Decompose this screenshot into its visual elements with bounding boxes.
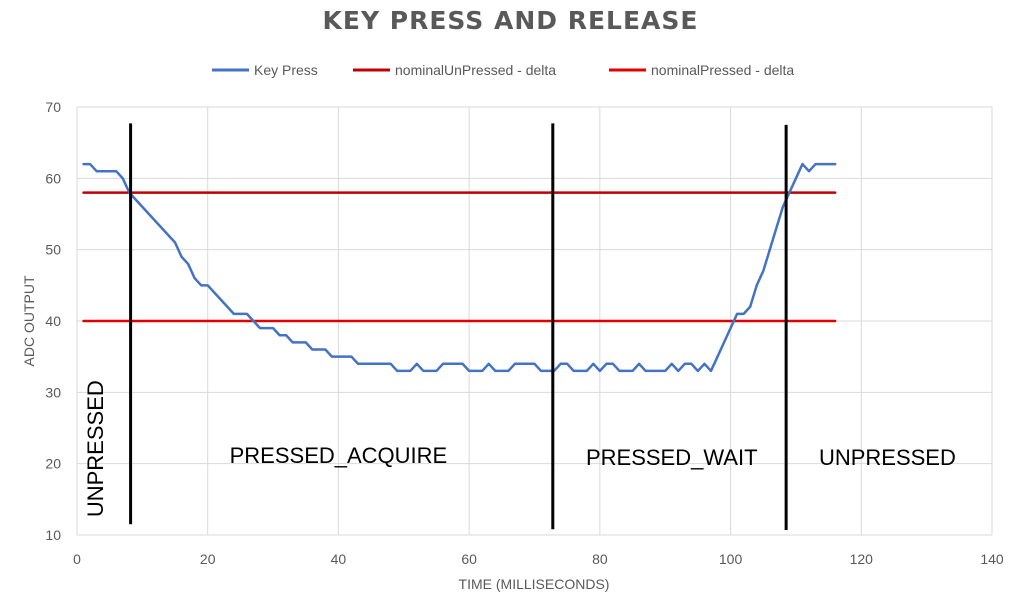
region-label: PRESSED_WAIT — [586, 445, 758, 470]
region-label: UNPRESSED — [819, 445, 956, 470]
region-label: UNPRESSED — [83, 380, 108, 517]
reference-lines — [82, 191, 837, 323]
legend-label: Key Press — [254, 62, 318, 78]
state-markers — [129, 123, 788, 531]
annotations: UNPRESSED PRESSED_ACQUIRE PRESSED_WAIT UNPR… — [83, 380, 956, 517]
y-axis-title: ADC OUTPUT — [21, 275, 37, 366]
region-label: PRESSED_ACQUIRE — [230, 443, 448, 468]
chart-title: KEY PRESS AND RELEASE — [322, 6, 699, 35]
x-tick-label: 40 — [331, 551, 347, 567]
x-tick-label: 120 — [850, 551, 874, 567]
x-tick-label: 140 — [980, 551, 1004, 567]
x-tick-label: 100 — [719, 551, 743, 567]
y-tick-label: 40 — [45, 313, 61, 329]
y-tick-label: 50 — [45, 242, 61, 258]
y-tick-label: 60 — [45, 170, 61, 186]
x-tick-label: 0 — [73, 551, 81, 567]
y-tick-label: 70 — [45, 99, 61, 115]
x-tick-label: 60 — [461, 551, 477, 567]
legend-label: nominalPressed - delta — [651, 62, 794, 78]
y-tick-label: 10 — [45, 527, 61, 543]
x-axis-title: TIME (MILLISECONDS) — [459, 576, 610, 592]
legend-label: nominalUnPressed - delta — [395, 62, 556, 78]
y-tick-label: 20 — [45, 456, 61, 472]
legend: Key Press nominalUnPressed - delta nominal… — [212, 62, 794, 78]
x-tick-label: 80 — [592, 551, 608, 567]
tick-labels: 10 20 30 40 50 60 70 0 20 40 60 80 100 120 140 — [45, 99, 1003, 567]
series-line-0 — [82, 162, 837, 373]
x-tick-label: 20 — [200, 551, 216, 567]
series — [82, 162, 837, 373]
y-tick-label: 30 — [45, 384, 61, 400]
